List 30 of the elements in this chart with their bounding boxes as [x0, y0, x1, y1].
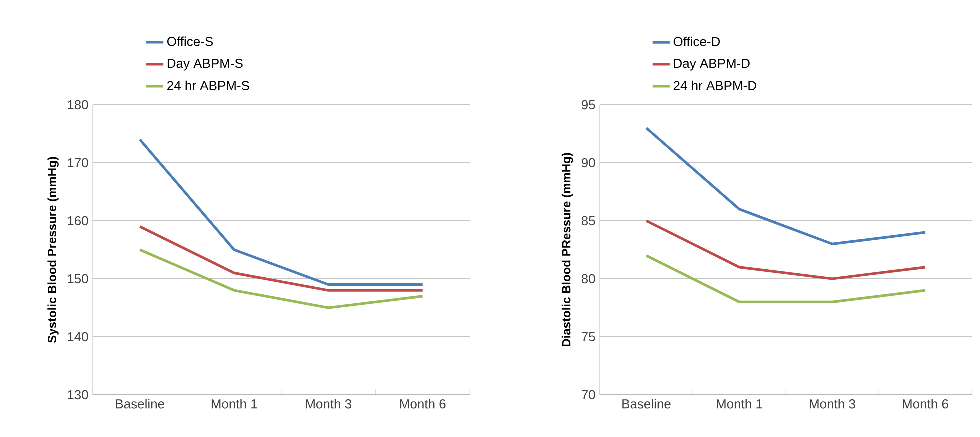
y-tick-label: 70: [582, 390, 596, 400]
legend-label: Office-S: [167, 36, 214, 46]
y-tick-label: 180: [68, 100, 88, 110]
x-tick-label: Baseline: [116, 399, 164, 409]
y-tick-label: 75: [582, 332, 596, 342]
y-tick-label: 85: [582, 216, 596, 226]
y-tick-label: 130: [68, 390, 88, 400]
y-tick-label: 140: [68, 332, 88, 342]
legend-label: Day ABPM-D: [674, 59, 750, 71]
y-tick-label: 95: [582, 100, 596, 110]
legend-label: Office-D: [674, 36, 720, 46]
legend-label: Day ABPM-S: [168, 59, 243, 71]
y-tick-label: 150: [68, 274, 88, 284]
legend-label: 24 hr ABPM-S: [168, 80, 250, 90]
y-axis-title: Systolic Blood Pressure (mmHg): [48, 157, 59, 344]
y-tick-label: 170: [68, 158, 88, 168]
y-tick-label: 80: [582, 274, 596, 284]
x-tick-label: Baseline: [622, 399, 671, 409]
x-tick-label: Month 1: [717, 399, 762, 409]
x-tick-label: Month 3: [810, 399, 856, 409]
x-tick-label: Month 6: [903, 399, 948, 409]
y-axis-title: Diastolic Blood PRessure (mmHg): [562, 153, 574, 347]
x-tick-label: Month 1: [212, 399, 258, 409]
x-tick-label: Month 6: [400, 399, 446, 409]
y-tick-label: 90: [582, 158, 596, 168]
x-tick-label: Month 3: [306, 399, 352, 409]
line-series: [645, 126, 927, 246]
legend-label: 24 hr ABPM-D: [674, 80, 756, 90]
line-series: [138, 248, 424, 310]
y-tick-label: 160: [68, 216, 88, 226]
